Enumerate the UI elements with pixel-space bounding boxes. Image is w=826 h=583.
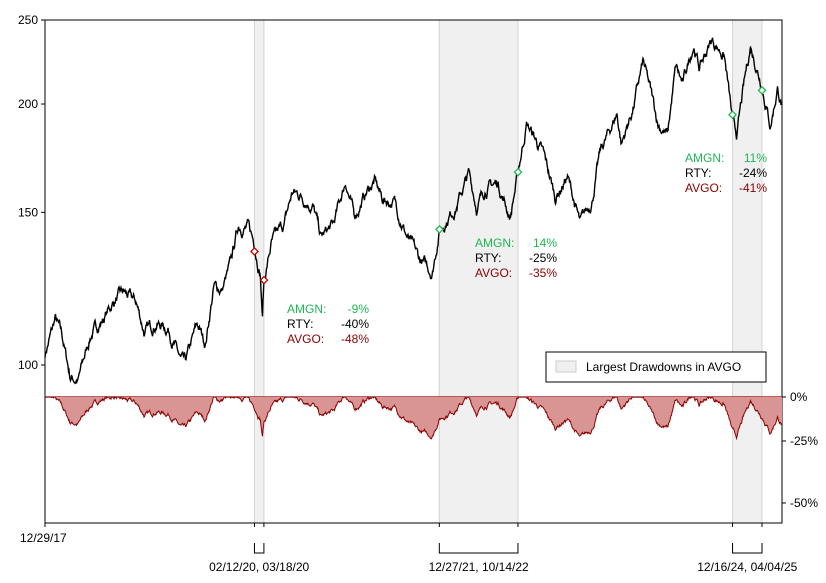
stat-value: -40%	[341, 317, 369, 331]
stat-name: AVGO:	[287, 332, 324, 346]
dd-tick-label: -25%	[790, 434, 818, 448]
stat-name: AMGN:	[475, 236, 514, 250]
price-line	[44, 37, 783, 385]
period-label: 12/16/24, 04/04/25	[697, 560, 797, 574]
period-label: 12/27/21, 10/14/22	[429, 560, 529, 574]
stat-name: RTY:	[685, 166, 711, 180]
stat-value: -25%	[529, 251, 557, 265]
drawdown-shade	[439, 20, 518, 523]
stat-name: AVGO:	[685, 181, 722, 195]
stat-name: AMGN:	[287, 302, 326, 316]
axes-frame	[44, 19, 783, 524]
dd-tick-label: 0%	[790, 390, 808, 404]
drawdown-marker	[728, 110, 737, 120]
stat-name: AVGO:	[475, 266, 512, 280]
stat-name: RTY:	[475, 251, 501, 265]
stat-value: -24%	[739, 166, 767, 180]
period-label: 02/12/20, 03/18/20	[209, 560, 309, 574]
y-tick-label: 250	[18, 13, 38, 27]
drawdown-line	[45, 395, 783, 441]
x-tick-label: 12/29/17	[20, 531, 67, 545]
legend: Largest Drawdowns in AVGO	[545, 351, 767, 383]
period-bracket	[438, 543, 519, 554]
drawdown-area	[45, 397, 782, 439]
stat-name: RTY:	[287, 317, 313, 331]
stat-value: 11%	[744, 151, 767, 165]
drawdown-marker	[757, 85, 767, 95]
y-tick-label: 200	[18, 97, 38, 111]
y-tick-label: 150	[18, 205, 38, 219]
period-bracket	[732, 543, 763, 554]
drawdown-marker	[435, 224, 444, 234]
drawdown-marker	[259, 275, 269, 285]
legend-label: Largest Drawdowns in AVGO	[586, 360, 741, 374]
legend-swatch	[555, 360, 577, 373]
stat-value: -9%	[348, 302, 370, 316]
dd-tick-label: -50%	[790, 496, 818, 510]
drawdown-marker	[513, 167, 523, 177]
period-bracket	[253, 543, 265, 554]
stat-value: -48%	[341, 332, 369, 346]
stat-value: 14%	[533, 236, 557, 250]
stat-name: AMGN:	[685, 151, 724, 165]
stat-value: -35%	[529, 266, 557, 280]
y-tick-label: 100	[18, 358, 38, 372]
stat-value: -41%	[739, 181, 767, 195]
drawdown-shade	[732, 20, 763, 523]
drawdown-marker	[250, 247, 259, 256]
